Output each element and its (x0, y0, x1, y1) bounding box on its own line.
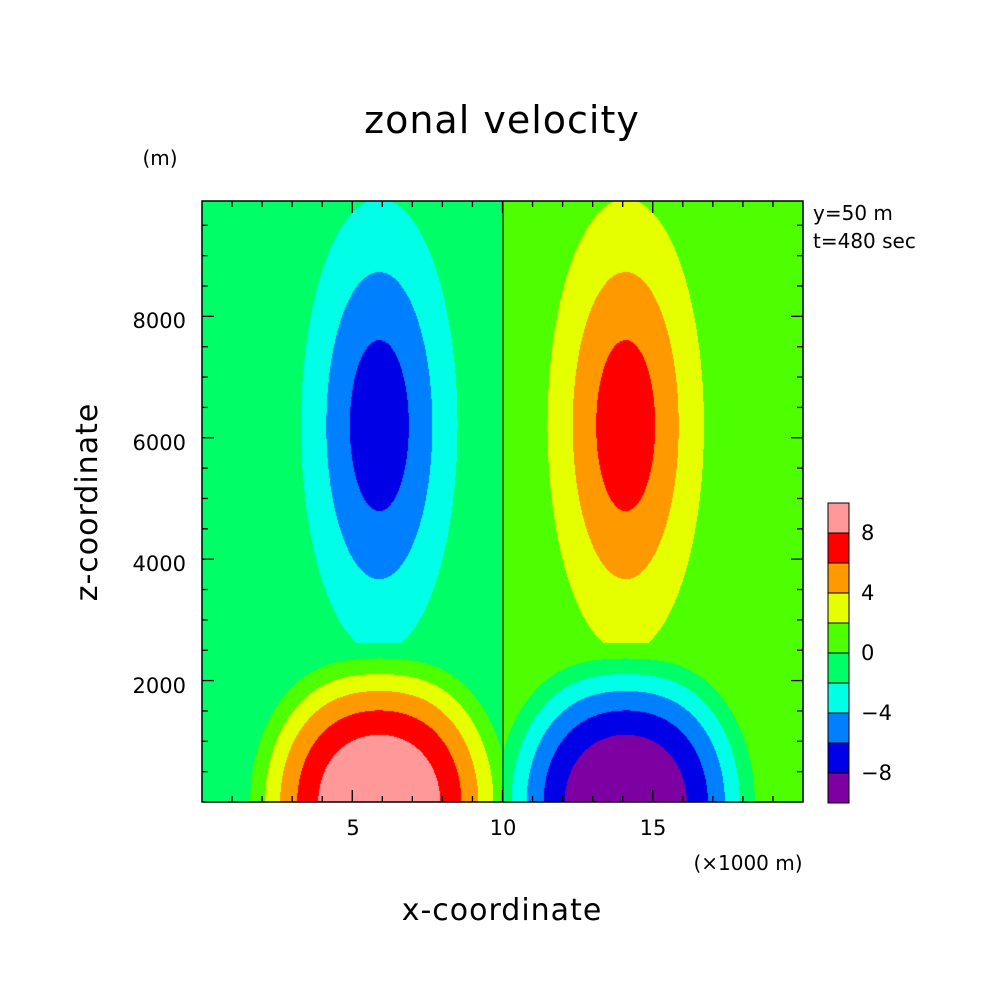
colorbar-segment (827, 592, 850, 624)
y-tick-label-4000: 4000 (133, 552, 186, 576)
colorbar-tick-label: −8 (861, 761, 892, 785)
chart-title: zonal velocity (364, 98, 640, 142)
y-tick-label-8000: 8000 (133, 309, 186, 333)
colorbar-segment (827, 532, 850, 564)
colorbar-segment (827, 682, 850, 714)
annotation-t: t=480 sec (813, 229, 916, 253)
x-tick-label-15: 15 (640, 816, 667, 840)
colorbar-segment (827, 652, 850, 684)
x-tick-label-5: 5 (346, 816, 359, 840)
y-axis-label: z-coordinate (70, 403, 105, 602)
colorbar-segment (827, 742, 850, 774)
x-unit-label: (×1000 m) (693, 851, 802, 875)
colorbar-segment (827, 622, 850, 654)
colorbar: −8 −4 0 4 8 (827, 502, 892, 804)
colorbar-tick-label: 4 (861, 581, 874, 605)
colorbar-tick-label: 8 (861, 521, 874, 545)
y-tick-label-6000: 6000 (133, 431, 186, 455)
colorbar-segment (827, 712, 850, 744)
y-tick-label-2000: 2000 (133, 674, 186, 698)
colorbar-tick-label: −4 (861, 701, 892, 725)
y-unit-label: (m) (142, 146, 177, 170)
colorbar-tick-label: 0 (861, 641, 874, 665)
colorbar-segment (827, 772, 850, 804)
x-tick-label-10: 10 (490, 816, 517, 840)
axis-ticks (202, 201, 803, 802)
x-axis-label: x-coordinate (402, 893, 603, 928)
plot-area (201, 200, 804, 803)
annotation-y: y=50 m (813, 201, 893, 225)
colorbar-segment (827, 502, 850, 534)
colorbar-segment (827, 562, 850, 594)
